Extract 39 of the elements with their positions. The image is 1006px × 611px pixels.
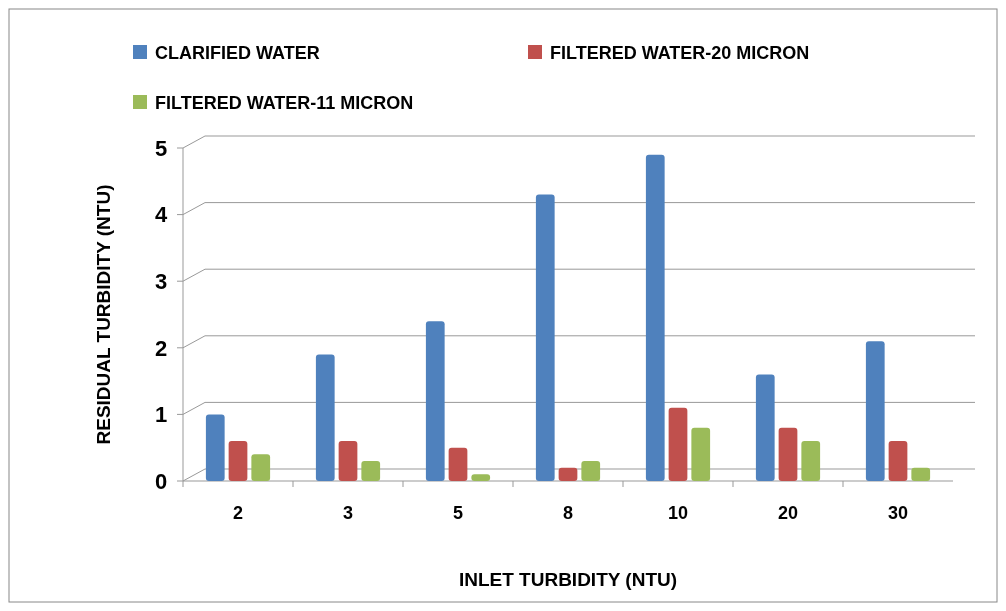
bar: [205, 414, 225, 481]
bar: [865, 341, 885, 481]
bar: [338, 441, 358, 481]
bar: [778, 427, 798, 481]
bar: [448, 447, 468, 481]
bar: [691, 427, 711, 481]
x-tick-label: 20: [777, 503, 799, 523]
x-tick-label: 3: [342, 503, 354, 523]
y-tick-label: 3: [154, 268, 168, 294]
x-tick-label: 10: [667, 503, 689, 523]
y-tick-label: 2: [154, 335, 168, 361]
legend-label: FILTERED WATER-11 MICRON: [155, 93, 414, 114]
x-tick-label: 8: [562, 503, 574, 523]
bar: [228, 441, 248, 481]
x-axis-title: INLET TURBIDITY (NTU): [458, 569, 678, 590]
bar: [558, 467, 578, 481]
bar: [471, 474, 491, 481]
bar: [315, 354, 335, 481]
bar: [645, 154, 665, 481]
bar: [535, 194, 555, 481]
legend-label: FILTERED WATER-20 MICRON: [550, 43, 810, 64]
y-tick-label: 5: [154, 135, 168, 161]
bar: [581, 461, 601, 481]
x-tick-label: 30: [887, 503, 909, 523]
y-tick-label: 4: [154, 202, 168, 228]
x-tick-label: 2: [232, 503, 244, 523]
bar: [425, 321, 445, 481]
bar: [361, 461, 381, 481]
bar: [755, 374, 775, 481]
x-tick-label: 5: [452, 503, 464, 523]
bar: [668, 407, 688, 481]
y-tick-label: 0: [154, 468, 168, 494]
legend-label: CLARIFIED WATER: [155, 43, 320, 64]
bar: [251, 454, 271, 481]
y-tick-label: 1: [154, 402, 168, 428]
bar: [888, 441, 908, 481]
bar: [911, 467, 931, 481]
y-axis-title: RESIDUAL TURBIDITY (NTU): [93, 184, 114, 445]
bar: [801, 441, 821, 481]
